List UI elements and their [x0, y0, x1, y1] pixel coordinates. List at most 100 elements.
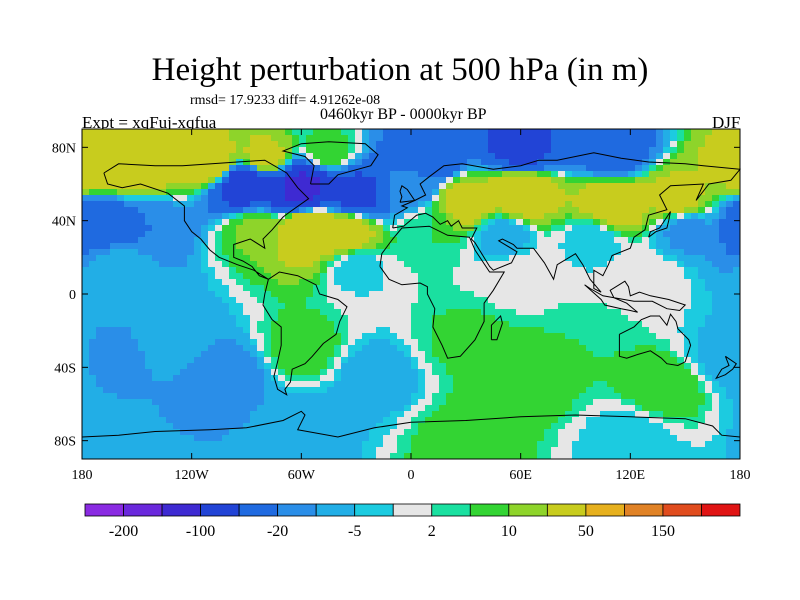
field-cell: [362, 309, 370, 316]
field-cell: [614, 327, 622, 334]
field-cell: [208, 135, 216, 142]
field-cell: [516, 345, 524, 352]
field-cell: [299, 363, 307, 370]
field-cell: [418, 405, 426, 412]
field-cell: [481, 369, 489, 376]
field-cell: [208, 357, 216, 364]
field-cell: [502, 225, 510, 232]
field-cell: [117, 429, 125, 436]
field-cell: [159, 417, 167, 424]
field-cell: [726, 411, 734, 418]
field-cell: [621, 405, 629, 412]
field-cell: [124, 129, 132, 136]
field-cell: [187, 219, 195, 226]
field-cell: [194, 195, 202, 202]
field-cell: [257, 159, 265, 166]
field-cell: [481, 153, 489, 160]
field-cell: [698, 201, 706, 208]
field-cell: [425, 225, 433, 232]
field-cell: [264, 315, 272, 322]
field-cell: [292, 237, 300, 244]
field-cell: [649, 177, 657, 184]
field-cell: [194, 321, 202, 328]
field-cell: [691, 399, 699, 406]
field-cell: [635, 207, 643, 214]
field-cell: [516, 393, 524, 400]
field-cell: [397, 363, 405, 370]
field-cell: [502, 429, 510, 436]
field-cell: [432, 309, 440, 316]
field-cell: [432, 177, 440, 184]
field-cell: [530, 243, 538, 250]
field-cell: [726, 249, 734, 256]
field-cell: [271, 309, 279, 316]
field-cell: [411, 327, 419, 334]
field-cell: [684, 129, 692, 136]
field-cell: [663, 183, 671, 190]
field-cell: [250, 243, 258, 250]
field-cell: [649, 411, 657, 418]
field-cell: [166, 225, 174, 232]
field-cell: [292, 153, 300, 160]
field-cell: [488, 369, 496, 376]
field-cell: [82, 141, 90, 148]
field-cell: [229, 249, 237, 256]
field-cell: [684, 357, 692, 364]
field-cell: [593, 153, 601, 160]
field-cell: [292, 189, 300, 196]
field-cell: [334, 405, 342, 412]
field-cell: [705, 171, 713, 178]
field-cell: [635, 411, 643, 418]
field-cell: [89, 309, 97, 316]
field-cell: [124, 375, 132, 382]
field-cell: [558, 297, 566, 304]
field-cell: [152, 153, 160, 160]
field-cell: [481, 381, 489, 388]
field-cell: [628, 303, 636, 310]
field-cell: [194, 369, 202, 376]
field-cell: [257, 135, 265, 142]
field-cell: [131, 423, 139, 430]
field-cell: [229, 375, 237, 382]
field-cell: [320, 225, 328, 232]
field-cell: [628, 417, 636, 424]
field-cell: [544, 135, 552, 142]
field-cell: [341, 225, 349, 232]
field-cell: [327, 195, 335, 202]
field-cell: [96, 141, 104, 148]
field-cell: [138, 267, 146, 274]
field-cell: [460, 129, 468, 136]
field-cell: [320, 387, 328, 394]
field-cell: [222, 345, 230, 352]
field-cell: [572, 141, 580, 148]
field-cell: [614, 177, 622, 184]
field-cell: [117, 267, 125, 274]
field-cell: [614, 267, 622, 274]
field-cell: [537, 225, 545, 232]
field-cell: [201, 441, 209, 448]
field-cell: [656, 261, 664, 268]
field-cell: [383, 435, 391, 442]
field-cell: [138, 183, 146, 190]
field-cell: [509, 351, 517, 358]
field-cell: [684, 369, 692, 376]
field-cell: [173, 177, 181, 184]
field-cell: [383, 405, 391, 412]
field-cell: [145, 411, 153, 418]
field-cell: [229, 351, 237, 358]
field-cell: [369, 387, 377, 394]
field-cell: [103, 429, 111, 436]
field-cell: [530, 273, 538, 280]
field-cell: [173, 279, 181, 286]
field-cell: [327, 177, 335, 184]
field-cell: [719, 339, 727, 346]
field-cell: [131, 213, 139, 220]
field-cell: [425, 423, 433, 430]
field-cell: [264, 435, 272, 442]
field-cell: [355, 183, 363, 190]
field-cell: [677, 321, 685, 328]
field-cell: [712, 267, 720, 274]
field-cell: [397, 405, 405, 412]
field-cell: [390, 273, 398, 280]
field-cell: [278, 261, 286, 268]
